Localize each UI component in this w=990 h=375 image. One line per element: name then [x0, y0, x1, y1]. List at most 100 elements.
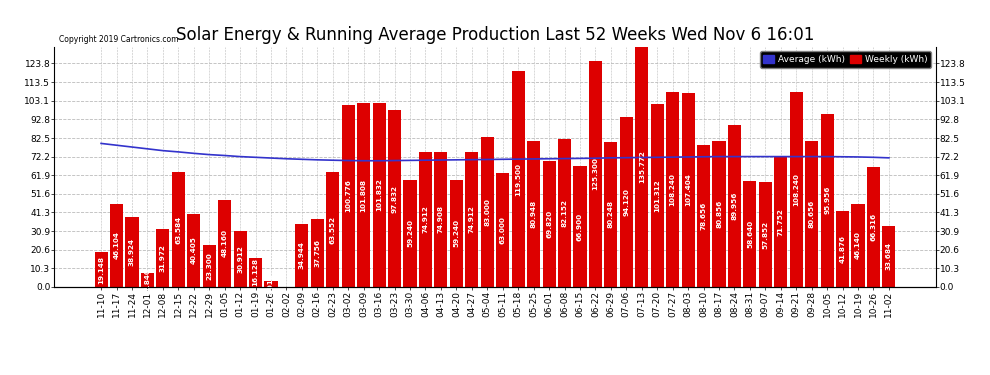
- Text: 80.856: 80.856: [716, 200, 722, 228]
- Text: 69.820: 69.820: [546, 210, 552, 238]
- Text: 23.300: 23.300: [206, 252, 212, 280]
- Text: 108.240: 108.240: [669, 173, 675, 206]
- Text: 94.120: 94.120: [624, 188, 630, 216]
- Text: 71.752: 71.752: [778, 208, 784, 236]
- Bar: [882, 226, 896, 287]
- Text: 80.248: 80.248: [608, 201, 614, 228]
- Text: 95.956: 95.956: [824, 186, 831, 214]
- Bar: [435, 152, 447, 287]
- Text: 97.832: 97.832: [392, 184, 398, 213]
- Text: 82.152: 82.152: [561, 199, 567, 227]
- Text: 48.160: 48.160: [222, 230, 228, 257]
- Text: 46.140: 46.140: [855, 231, 861, 259]
- Bar: [790, 92, 803, 287]
- Bar: [496, 173, 509, 287]
- Text: 119.500: 119.500: [515, 162, 521, 195]
- Text: 135.772: 135.772: [639, 150, 644, 183]
- Bar: [636, 47, 648, 287]
- Bar: [867, 167, 880, 287]
- Bar: [141, 273, 154, 287]
- Bar: [851, 204, 864, 287]
- Bar: [203, 245, 216, 287]
- Text: 16.128: 16.128: [252, 258, 258, 286]
- Text: 63.584: 63.584: [175, 216, 181, 244]
- Text: 74.912: 74.912: [469, 206, 475, 233]
- Text: 101.832: 101.832: [376, 178, 382, 212]
- Bar: [573, 166, 586, 287]
- Text: 63.552: 63.552: [330, 216, 336, 244]
- Bar: [589, 61, 602, 287]
- Bar: [449, 180, 463, 287]
- Text: 101.312: 101.312: [654, 179, 660, 212]
- Text: 7.840: 7.840: [145, 268, 150, 291]
- Bar: [404, 180, 417, 287]
- Bar: [527, 141, 541, 287]
- Bar: [805, 141, 819, 287]
- Bar: [126, 217, 139, 287]
- Bar: [171, 172, 185, 287]
- Bar: [234, 231, 247, 287]
- Bar: [512, 71, 525, 287]
- Bar: [821, 114, 834, 287]
- Text: 40.405: 40.405: [191, 237, 197, 264]
- Bar: [728, 124, 742, 287]
- Text: 37.756: 37.756: [315, 239, 321, 267]
- Bar: [264, 282, 277, 287]
- Bar: [836, 211, 849, 287]
- Text: Copyright 2019 Cartronics.com: Copyright 2019 Cartronics.com: [58, 36, 178, 45]
- Bar: [604, 142, 618, 287]
- Bar: [372, 103, 386, 287]
- Text: 78.656: 78.656: [701, 202, 707, 230]
- Bar: [681, 93, 695, 287]
- Text: 31.972: 31.972: [159, 244, 166, 272]
- Text: 108.240: 108.240: [793, 173, 799, 206]
- Text: 3.012: 3.012: [268, 273, 274, 296]
- Text: 19.148: 19.148: [98, 256, 104, 284]
- Bar: [666, 92, 679, 287]
- Bar: [342, 105, 354, 287]
- Text: 125.300: 125.300: [592, 158, 598, 190]
- Text: 63.000: 63.000: [500, 216, 506, 244]
- Text: 30.912: 30.912: [237, 245, 244, 273]
- Text: 41.876: 41.876: [840, 235, 845, 263]
- Bar: [758, 183, 772, 287]
- Text: 107.404: 107.404: [685, 174, 691, 206]
- Text: 66.316: 66.316: [870, 213, 876, 241]
- Text: 33.684: 33.684: [886, 243, 892, 270]
- Bar: [620, 117, 633, 287]
- Bar: [156, 229, 169, 287]
- Text: 100.776: 100.776: [346, 180, 351, 212]
- Bar: [357, 103, 370, 287]
- Legend: Average (kWh), Weekly (kWh): Average (kWh), Weekly (kWh): [760, 51, 931, 68]
- Bar: [295, 224, 309, 287]
- Text: 57.852: 57.852: [762, 220, 768, 249]
- Bar: [311, 219, 324, 287]
- Bar: [218, 200, 232, 287]
- Text: 66.900: 66.900: [577, 213, 583, 241]
- Bar: [558, 139, 571, 287]
- Text: 89.956: 89.956: [732, 192, 738, 220]
- Bar: [187, 214, 200, 287]
- Bar: [650, 104, 663, 287]
- Text: 34.944: 34.944: [299, 242, 305, 269]
- Text: 58.640: 58.640: [746, 220, 753, 248]
- Bar: [543, 161, 555, 287]
- Text: 74.908: 74.908: [438, 205, 444, 233]
- Text: 59.240: 59.240: [407, 219, 413, 248]
- Bar: [419, 152, 432, 287]
- Bar: [697, 145, 710, 287]
- Bar: [94, 252, 108, 287]
- Text: 101.808: 101.808: [360, 178, 366, 212]
- Text: 59.240: 59.240: [453, 219, 459, 248]
- Bar: [743, 181, 756, 287]
- Bar: [465, 152, 478, 287]
- Bar: [713, 141, 726, 287]
- Text: 74.912: 74.912: [423, 206, 429, 233]
- Bar: [388, 110, 401, 287]
- Bar: [481, 137, 494, 287]
- Text: 46.104: 46.104: [114, 231, 120, 259]
- Text: 38.924: 38.924: [129, 238, 135, 266]
- Bar: [327, 172, 340, 287]
- Text: 80.656: 80.656: [809, 200, 815, 228]
- Title: Solar Energy & Running Average Production Last 52 Weeks Wed Nov 6 16:01: Solar Energy & Running Average Productio…: [176, 26, 814, 44]
